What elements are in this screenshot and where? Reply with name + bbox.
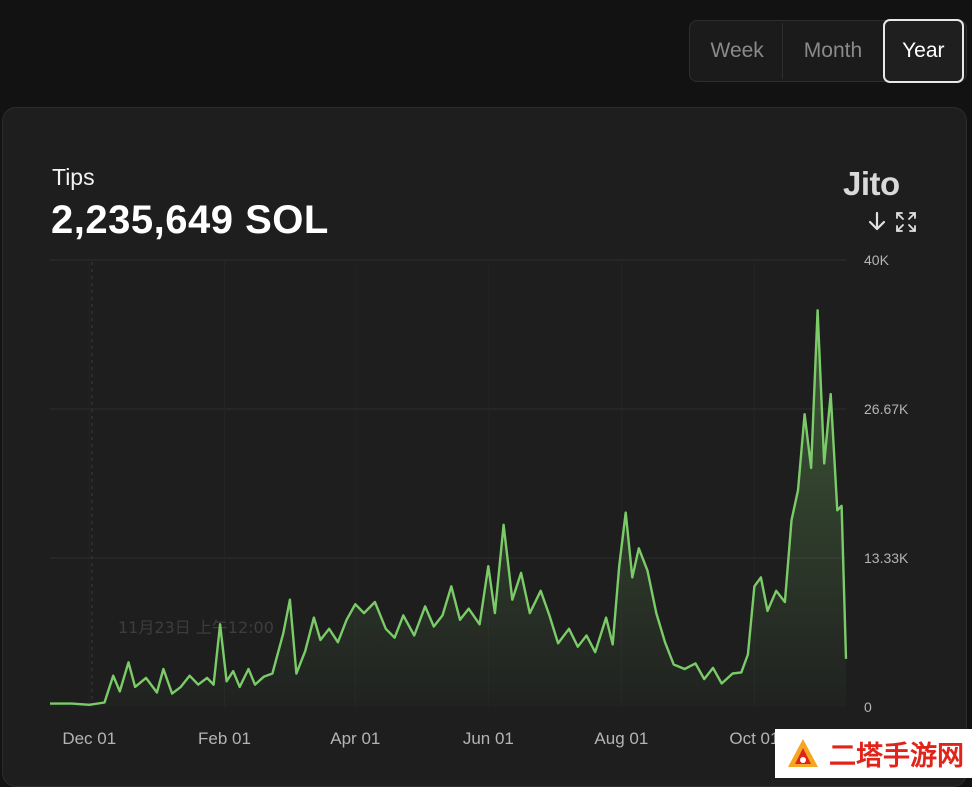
series-area xyxy=(50,310,846,707)
x-tick-label: Apr 01 xyxy=(330,729,380,748)
jito-logo: Jito xyxy=(843,165,900,202)
x-tick-label: Oct 01 xyxy=(729,729,779,748)
x-tick-label: Dec 01 xyxy=(62,729,116,748)
watermark-text: 二塔手游网 xyxy=(829,741,964,772)
range-button-week[interactable]: Week xyxy=(692,23,784,79)
y-tick-label: 13.33K xyxy=(864,550,909,566)
x-axis: Dec 01 Feb 01 Apr 01 Jun 01 Aug 01 Oct 01 xyxy=(62,729,779,748)
metric-value: 2,235,649 SOL xyxy=(51,198,329,242)
y-tick-label: 26.67K xyxy=(864,401,909,417)
range-button-year[interactable]: Year xyxy=(882,19,964,83)
y-axis: 0 13.33K 26.67K 40K xyxy=(864,252,909,715)
chart-series xyxy=(50,309,848,707)
site-watermark: 二塔手游网 xyxy=(775,729,972,778)
y-tick-label: 0 xyxy=(864,699,872,715)
fullscreen-icon[interactable] xyxy=(894,210,918,234)
tooltip-ghost-date: 11月23日 上午12:00 xyxy=(118,618,274,637)
y-tick-label: 40K xyxy=(864,252,890,268)
x-tick-label: Jun 01 xyxy=(463,729,514,748)
metric-label: Tips xyxy=(52,164,95,190)
x-tick-label: Feb 01 xyxy=(198,729,251,748)
range-button-month[interactable]: Month xyxy=(803,39,863,62)
range-toggle: Week Month Year xyxy=(689,19,967,83)
watermark-logo-icon xyxy=(788,738,818,767)
x-tick-label: Aug 01 xyxy=(594,729,648,748)
series-line xyxy=(50,309,848,706)
download-icon[interactable] xyxy=(865,210,889,234)
